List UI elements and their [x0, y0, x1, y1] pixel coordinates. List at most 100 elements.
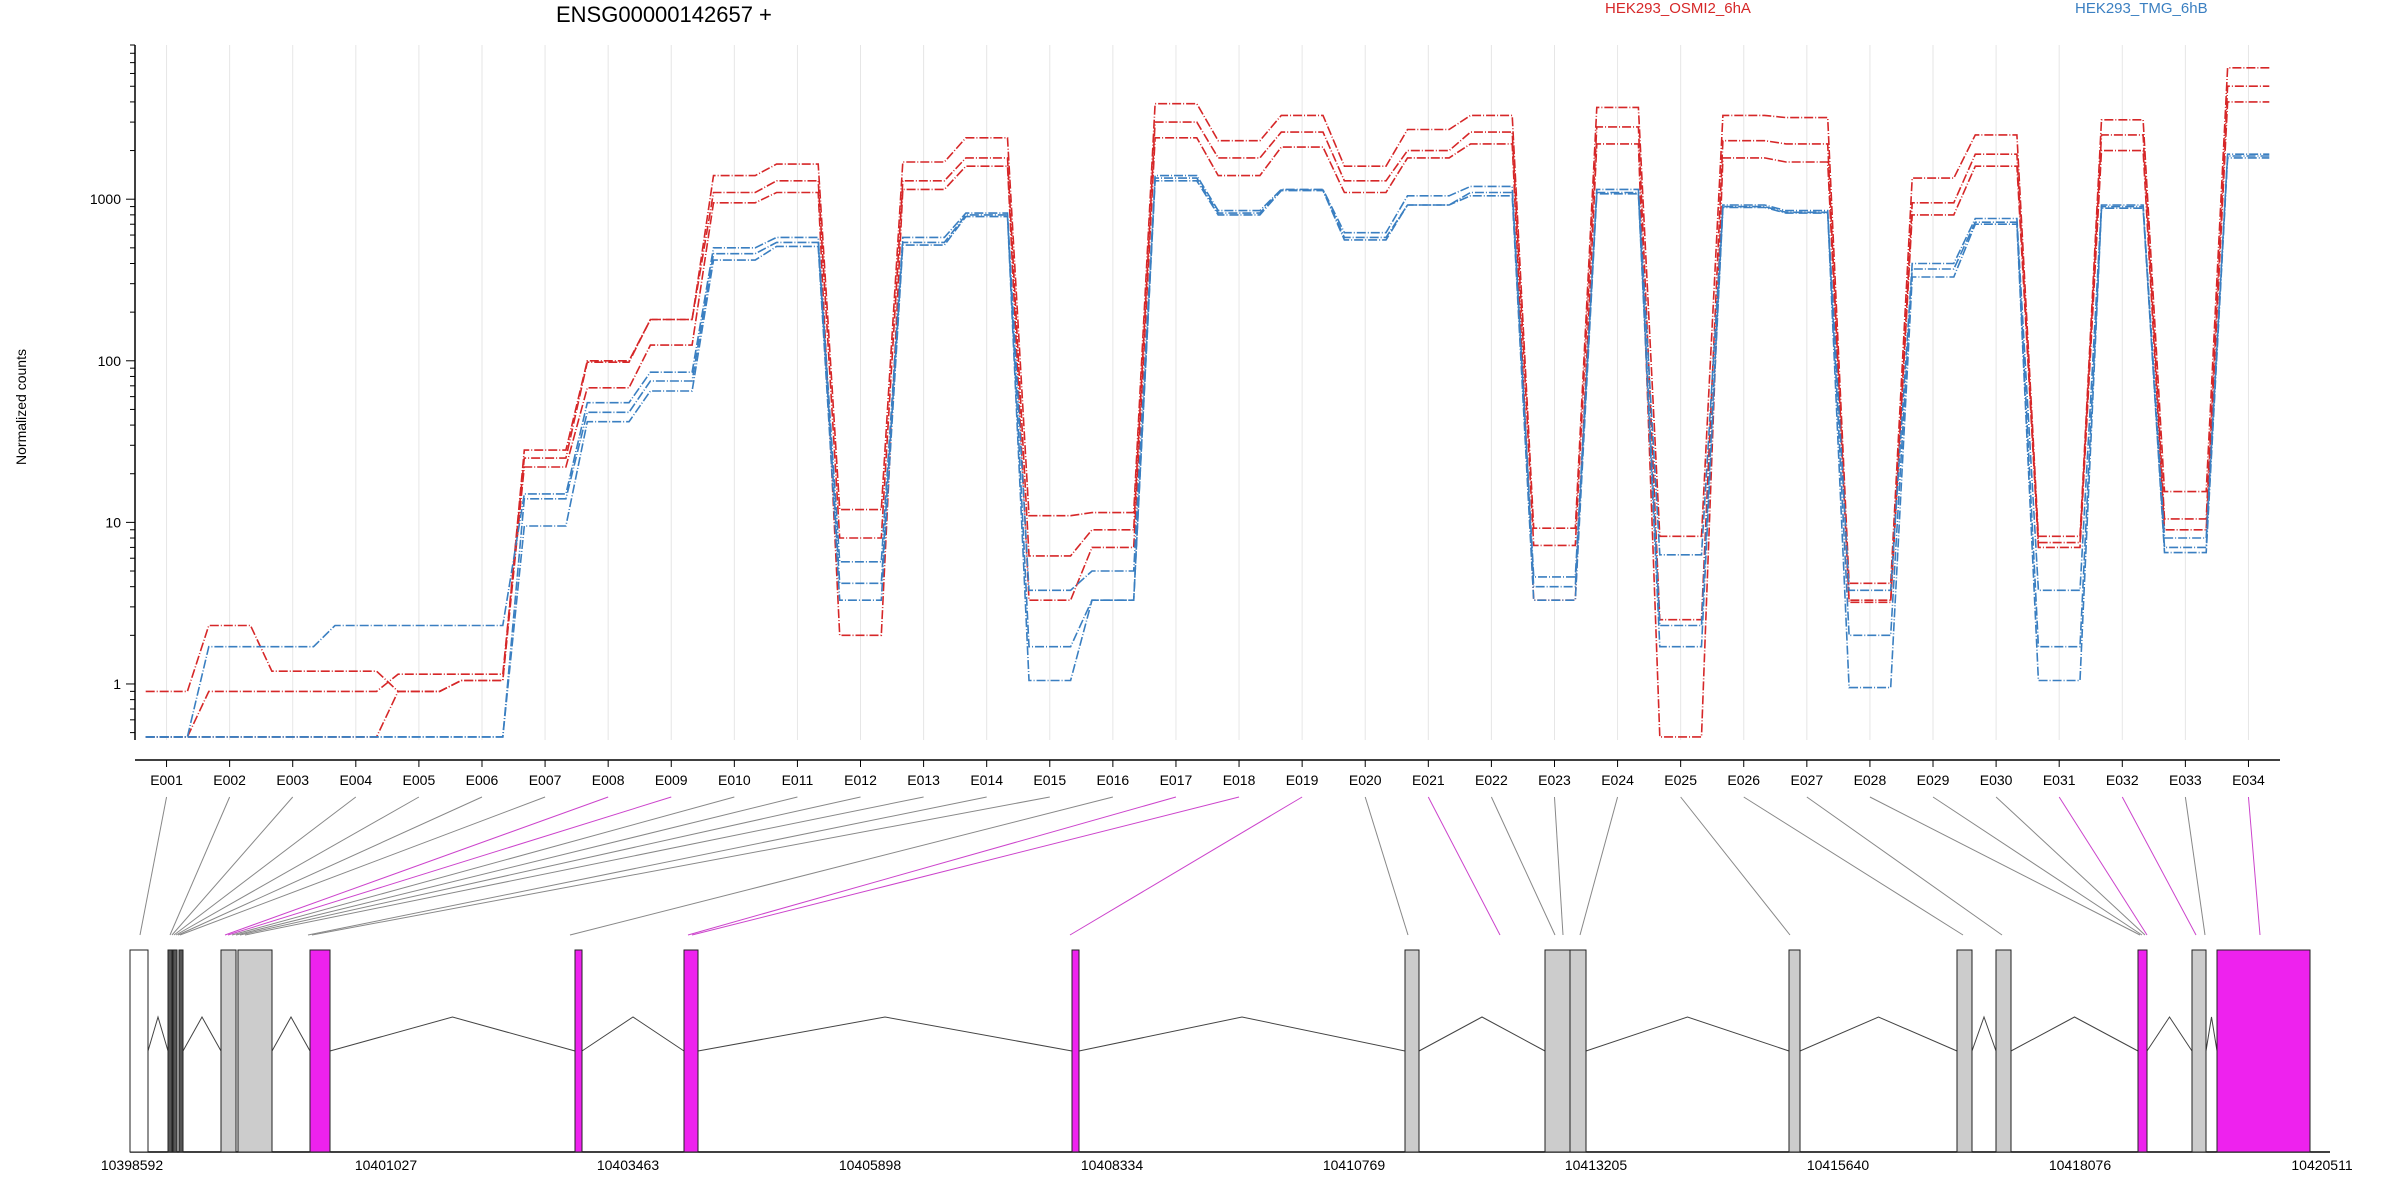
- x-tick-label: E031: [2043, 772, 2076, 788]
- exon-block: [2137, 949, 2148, 1153]
- y-tick-label: 1: [113, 676, 121, 692]
- x-tick-label: E022: [1475, 772, 1508, 788]
- exon-connector: [171, 796, 294, 936]
- exon-connector: [139, 796, 168, 936]
- genomic-coordinate-label: 10403463: [597, 1157, 660, 1173]
- x-tick-label: E019: [1286, 772, 1319, 788]
- exon-block: [1544, 949, 1571, 1153]
- exon-block: [2216, 949, 2311, 1153]
- exon-block: [683, 949, 699, 1153]
- intron-line: [271, 1015, 311, 1052]
- genomic-coordinate-label: 10405898: [839, 1157, 902, 1173]
- exon-connector: [224, 796, 609, 936]
- exon-connector: [1364, 796, 1409, 936]
- intron-line: [2010, 1016, 2139, 1052]
- exon-connector: [1579, 796, 1619, 936]
- exon-connector: [1806, 796, 2003, 936]
- x-tick-label: E034: [2232, 772, 2265, 788]
- exon-connector: [227, 796, 672, 936]
- legend-label-tmg: HEK293_TMG_6hB: [2075, 0, 2208, 17]
- x-axis: E001 E002 E003 E004 E005 E006 E007 E008 E009 E010…: [135, 759, 2280, 788]
- x-tick-label: E008: [592, 772, 625, 788]
- exon-connector: [244, 796, 924, 936]
- exon-block: [309, 949, 331, 1153]
- vertical-gridlines: [166, 45, 2249, 740]
- exon-connector: [307, 796, 987, 936]
- x-tick-label: E025: [1664, 772, 1697, 788]
- x-tick-label: E026: [1727, 772, 1760, 788]
- exon-connector: [1069, 796, 1303, 936]
- x-tick-label: E007: [529, 772, 562, 788]
- exon-block: [1404, 949, 1420, 1153]
- exon-connector: [2121, 796, 2197, 936]
- exon-connector-lines: [139, 796, 2261, 936]
- intron-line: [2205, 1016, 2218, 1052]
- x-tick-label: E017: [1160, 772, 1193, 788]
- exon-connector: [1680, 796, 1791, 936]
- y-tick-label: 1000: [90, 191, 121, 207]
- x-tick-label: E018: [1223, 772, 1256, 788]
- exon-block: [1788, 949, 1801, 1153]
- exon-connector: [177, 796, 483, 936]
- genomic-coordinate-label: 10418076: [2049, 1157, 2112, 1173]
- x-tick-label: E004: [339, 772, 372, 788]
- exon-block: [1995, 949, 2012, 1153]
- x-tick-label: E016: [1097, 772, 1130, 788]
- series-line: [145, 85, 2270, 738]
- genomic-coordinate-label: 10420511: [2291, 1157, 2352, 1173]
- chart-title: ENSG00000142657 +: [556, 2, 772, 27]
- x-tick-label: E028: [1854, 772, 1887, 788]
- y-tick-label: 10: [105, 514, 121, 530]
- x-tick-label: E009: [655, 772, 688, 788]
- intron-line: [1078, 1016, 1406, 1052]
- exon-block: [1071, 949, 1080, 1153]
- x-tick-label: E021: [1412, 772, 1445, 788]
- exon-block: [574, 949, 583, 1153]
- x-tick-label: E024: [1601, 772, 1634, 788]
- exon-connector: [1427, 796, 1501, 936]
- genomic-coordinate-label: 10415640: [1807, 1157, 1870, 1173]
- y-axis: 1 10 100 1000: [90, 44, 136, 740]
- x-tick-label: E013: [907, 772, 940, 788]
- series-line: [145, 153, 2270, 738]
- gene-model-track: 10398592 10401027 10403463 10405898 10408334…: [101, 949, 2353, 1173]
- x-tick-label: E014: [970, 772, 1003, 788]
- x-tick-label: E002: [213, 772, 246, 788]
- x-tick-label: E006: [466, 772, 499, 788]
- y-tick-label: 100: [98, 353, 122, 369]
- exon-block: [178, 949, 184, 1153]
- exon-connector: [169, 796, 231, 936]
- exon-connector: [175, 796, 420, 936]
- series-line: [145, 67, 2270, 693]
- exon-connector: [687, 796, 1177, 936]
- series-line: [145, 157, 2270, 738]
- exon-connector: [2247, 796, 2261, 936]
- exon-connector: [173, 796, 357, 936]
- y-axis-label: Normalized counts: [13, 349, 29, 465]
- exon-block: [1956, 949, 1973, 1153]
- x-tick-label: E027: [1790, 772, 1823, 788]
- intron-line: [1971, 1015, 1997, 1052]
- legend-label-osmi2: HEK293_OSMI2_6hA: [1605, 0, 1751, 17]
- intron-line: [147, 1015, 169, 1052]
- genomic-coordinate-label: 10398592: [101, 1157, 164, 1173]
- x-tick-label: E030: [1980, 772, 2013, 788]
- x-tick-label: E032: [2106, 772, 2139, 788]
- exon-block: [2191, 949, 2207, 1153]
- genomic-coordinate-label: 10401027: [355, 1157, 418, 1173]
- exon-block: [220, 949, 237, 1153]
- intron-line: [697, 1016, 1073, 1052]
- exon-connector: [235, 796, 798, 936]
- exon-connector: [179, 796, 546, 936]
- x-tick-label: E020: [1349, 772, 1382, 788]
- series-line: [145, 101, 2270, 738]
- intron-line: [329, 1016, 576, 1052]
- exon-block: [167, 949, 173, 1153]
- exon-block: [1569, 949, 1587, 1153]
- exon-connector: [239, 796, 861, 936]
- exon-connector: [1932, 796, 2143, 936]
- exon-connector: [2058, 796, 2148, 936]
- x-tick-label: E015: [1033, 772, 1066, 788]
- exon-connector: [2184, 796, 2206, 936]
